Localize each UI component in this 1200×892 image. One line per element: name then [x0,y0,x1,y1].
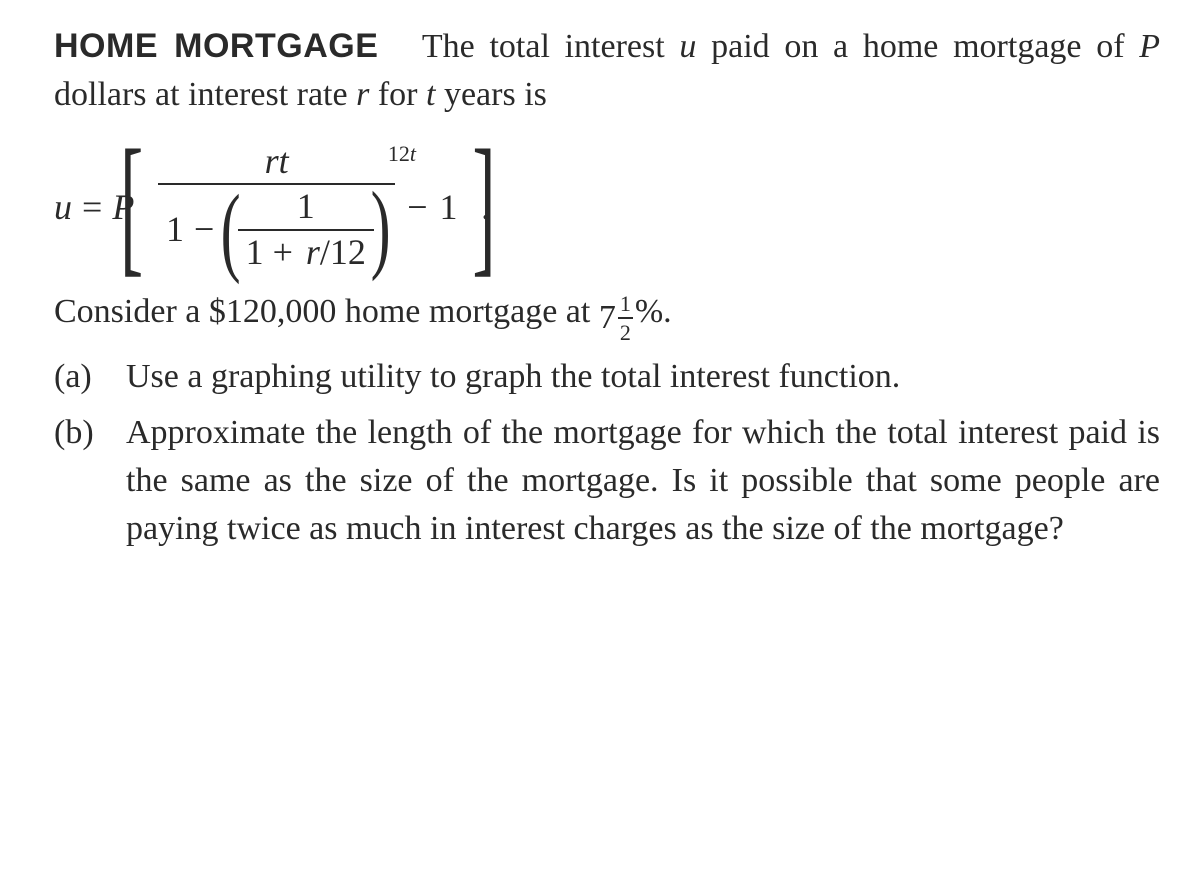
part-a: (a) Use a graphing utility to graph the … [54,353,1160,401]
eq-minus-a: − [194,210,214,250]
section-heading: HOME MORTGAGE [54,27,378,65]
eq-body: rt 1 − ( 1 1 + r/12 [158,142,458,273]
eq-u: u [54,189,72,225]
intro-text-3: dollars at interest rate [54,76,348,113]
part-a-label: (a) [54,353,126,401]
inner-num: 1 [289,187,323,227]
var-r: r [356,76,369,113]
eq-minus-b: − [407,189,427,225]
intro-paragraph: HOME MORTGAGE The total interest u paid … [54,22,1160,120]
consider-pre: Consider a $120,000 home mortgage at [54,293,590,330]
consider-line: Consider a $120,000 home mortgage at 7 1… [54,288,1160,344]
left-paren-icon: ( [221,193,241,267]
eq-equals: = [82,189,102,225]
intro-text-2: paid on a home mortgage of [711,28,1124,65]
intro-text-1: The total interest [422,28,665,65]
part-b: (b) Approximate the length of the mortga… [54,409,1160,554]
inner-den-r: r [306,232,320,272]
intro-text-4: for [378,76,418,113]
inner-fraction: 1 1 + r/12 [238,187,374,272]
inner-den-1: 1 + [246,232,293,272]
eq-exponent: 12t [388,142,416,166]
left-bracket-icon: [ [120,141,143,268]
part-b-text: Approximate the length of the mortgage f… [126,409,1160,554]
var-P: P [1139,28,1160,65]
big-fraction: rt 1 − ( 1 1 + r/12 [158,142,395,273]
half-fraction: 1 2 [618,292,633,344]
eq-one-a: 1 [166,210,184,250]
right-bracket-icon: ] [472,141,495,268]
right-paren-icon: ) [371,190,391,264]
equation: u = P [ rt 1 − ( 1 [54,142,1160,273]
problem-text: HOME MORTGAGE The total interest u paid … [0,0,1200,892]
mixed-whole: 7 [599,294,616,342]
part-b-label: (b) [54,409,126,457]
percent-period: %. [635,293,672,330]
intro-text-5: years is [444,76,547,113]
eq-rt: rt [265,141,289,181]
var-t: t [426,76,435,113]
part-a-text: Use a graphing utility to graph the tota… [126,353,1160,401]
var-u: u [679,28,696,65]
mixed-fraction: 7 1 2 [599,292,635,344]
inner-den-12: /12 [320,232,366,272]
eq-one-b: 1 [440,189,458,225]
